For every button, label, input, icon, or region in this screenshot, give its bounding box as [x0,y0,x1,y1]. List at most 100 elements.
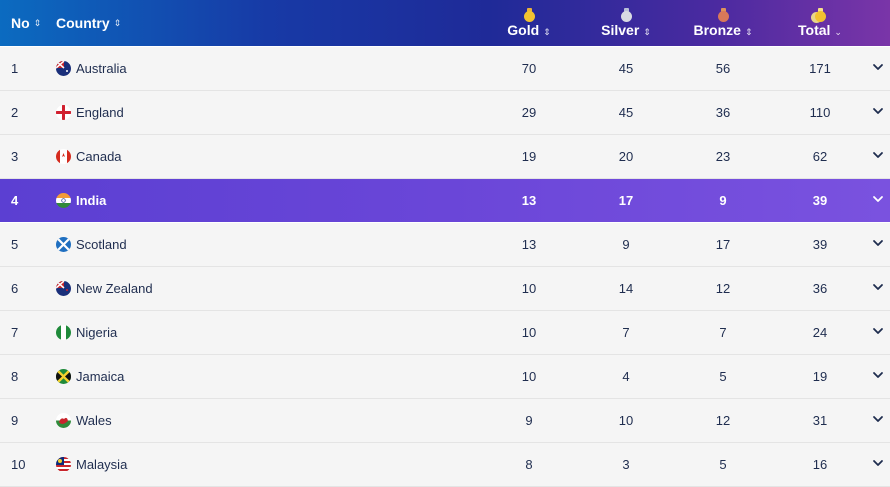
country-name: Scotland [76,237,127,252]
country-name: Malaysia [76,457,128,472]
gold-count: 10 [521,281,537,296]
silver-count: 14 [618,281,634,296]
bronze-count: 9 [719,193,727,208]
bronze-medal-icon [717,8,729,22]
bronze-count: 5 [719,457,727,472]
table-row[interactable]: 3 Canada 19 20 23 62 [0,135,890,179]
country-cell: Malaysia [56,457,127,472]
silver-count: 20 [618,149,634,164]
rank-number: 1 [11,61,19,76]
table-row[interactable]: 9 Wales 9 10 12 31 [0,399,890,443]
header-gold-label: Gold [507,22,540,38]
rank-number: 9 [11,413,19,428]
rank-number: 3 [11,149,19,164]
total-count: 110 [809,105,831,120]
sort-icon: ⇕ [744,27,753,37]
chevron-down-icon[interactable] [872,368,884,382]
silver-medal-icon [620,8,632,22]
silver-count: 17 [618,193,634,208]
rank-number: 7 [11,325,19,340]
medal-table-header: No ⇕ Country ⇕ Gold ⇕ Silver ⇕ Bronze ⇕ Tot… [0,0,890,46]
table-row[interactable]: 1 Australia 70 45 56 171 [0,47,890,91]
bronze-count: 7 [719,325,727,340]
country-cell: England [56,105,124,120]
country-cell: India [56,193,106,208]
country-cell: Wales [56,413,112,428]
gold-count: 9 [525,413,533,428]
header-no[interactable]: No ⇕ [11,0,41,46]
silver-count: 7 [622,325,630,340]
header-bronze[interactable]: Bronze ⇕ [678,0,768,46]
flag-icon [56,61,71,76]
gold-count: 8 [525,457,533,472]
chevron-down-icon[interactable] [872,324,884,338]
bronze-count: 36 [715,105,731,120]
gold-count: 10 [521,325,537,340]
country-cell: Scotland [56,237,127,252]
country-cell: Nigeria [56,325,117,340]
total-count: 62 [812,149,828,164]
country-name: Wales [76,413,112,428]
bronze-count: 56 [715,61,731,76]
total-count: 19 [812,369,828,384]
sort-icon: ⇕ [33,17,42,28]
silver-count: 10 [618,413,634,428]
country-name: India [76,193,107,208]
chevron-down-icon[interactable] [872,412,884,426]
header-total-label: Total [798,22,831,38]
rank-number: 5 [11,237,19,252]
total-count: 36 [812,281,828,296]
header-country[interactable]: Country ⇕ [56,0,121,46]
bronze-count: 5 [719,369,727,384]
country-cell: Canada [56,149,122,164]
chevron-down-icon[interactable] [872,60,884,74]
total-count: 171 [809,61,831,76]
gold-count: 10 [521,369,537,384]
table-row[interactable]: 7 Nigeria 10 7 7 24 [0,311,890,355]
medals-stack-icon [814,8,826,22]
flag-icon [56,149,71,164]
chevron-down-icon[interactable] [872,456,884,470]
gold-count: 29 [521,105,537,120]
country-name: Nigeria [76,325,118,340]
table-row[interactable]: 2 England 29 45 36 110 [0,91,890,135]
chevron-down-icon[interactable] [872,104,884,118]
sort-icon: ⇕ [543,27,551,37]
silver-count: 4 [622,369,630,384]
chevron-down-icon[interactable] [872,192,884,206]
gold-count: 19 [521,149,537,164]
bronze-count: 23 [715,149,731,164]
sort-icon: ⇕ [643,27,651,37]
rank-number: 8 [11,369,19,384]
flag-icon [56,325,71,340]
flag-icon [56,281,71,296]
total-count: 31 [812,413,828,428]
country-name: New Zealand [76,281,153,296]
header-silver[interactable]: Silver ⇕ [581,0,671,46]
table-row[interactable]: 5 Scotland 13 9 17 39 [0,223,890,267]
country-name: England [76,105,124,120]
bronze-count: 12 [715,413,731,428]
flag-icon [56,413,71,428]
chevron-down-icon[interactable] [872,148,884,162]
flag-icon [56,369,71,384]
chevron-down-icon[interactable] [872,280,884,294]
flag-icon [56,457,71,472]
header-no-label: No [11,15,30,31]
silver-count: 3 [622,457,630,472]
header-country-label: Country [56,15,110,31]
header-total[interactable]: Total ⌄ [775,0,865,46]
chevron-down-icon[interactable] [872,236,884,250]
country-cell: New Zealand [56,281,153,296]
sort-icon: ⇕ [113,17,122,28]
table-row[interactable]: 4 India 13 17 9 39 [0,179,890,222]
bronze-count: 12 [715,281,731,296]
total-count: 16 [812,457,828,472]
header-bronze-label: Bronze [693,22,741,38]
header-gold[interactable]: Gold ⇕ [484,0,574,46]
table-row[interactable]: 6 New Zealand 10 14 12 36 [0,267,890,311]
gold-count: 13 [521,193,537,208]
table-row[interactable]: 8 Jamaica 10 4 5 19 [0,355,890,399]
table-row[interactable]: 10 Malaysia 8 3 5 16 [0,443,890,487]
header-silver-label: Silver [601,22,640,38]
